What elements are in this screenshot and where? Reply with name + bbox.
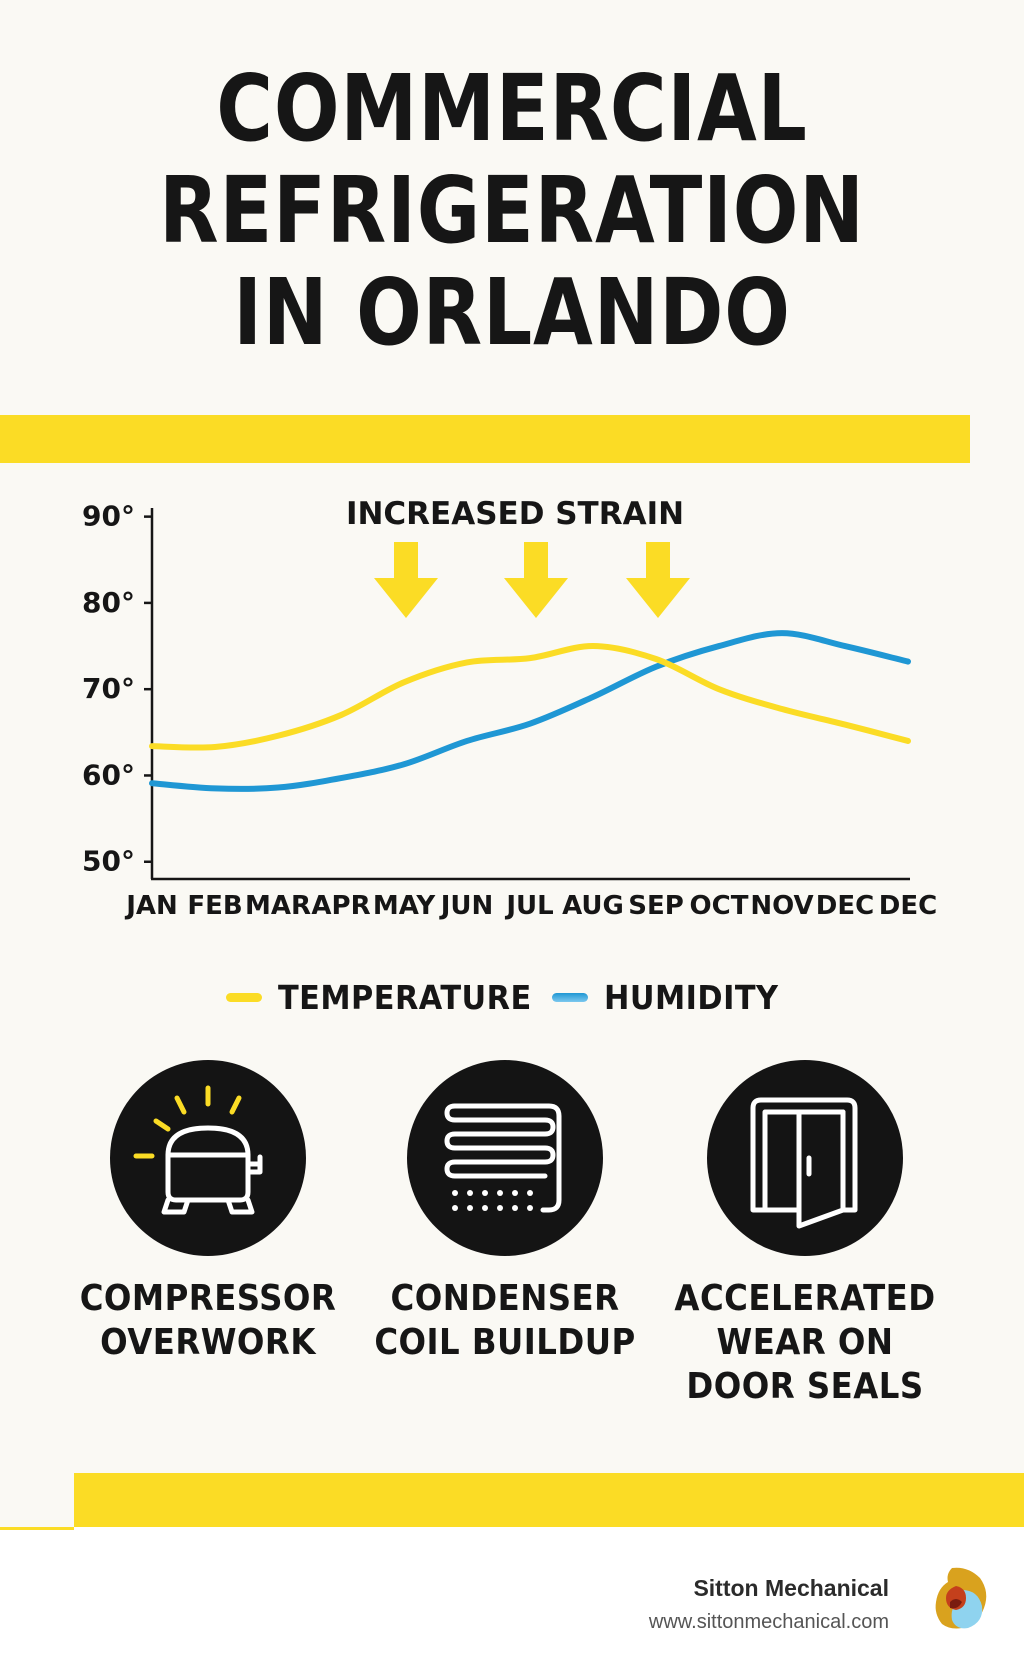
x-tick-label: DEC — [816, 891, 874, 921]
strain-arrow-icon — [374, 542, 438, 618]
caption-line: ACCELERATED — [674, 1278, 936, 1319]
caption-condenser-coil-buildup: CONDENSER COIL BUILDUP — [355, 1277, 655, 1365]
caption-line: WEAR ON — [716, 1322, 894, 1363]
caption-line: DOOR SEALS — [686, 1366, 924, 1407]
caption-door-seal-wear: ACCELERATED WEAR ON DOOR SEALS — [655, 1277, 955, 1409]
caption-line: COIL BUILDUP — [374, 1322, 636, 1363]
title-line-2: REFRIGERATION — [159, 157, 865, 264]
strain-arrow-icon — [626, 542, 690, 618]
title-line-1: COMMERCIAL — [216, 55, 808, 162]
x-tick-label: JAN — [124, 891, 178, 921]
chart-legend: TEMPERATURE HUMIDITY — [0, 972, 1024, 1022]
x-tick-label: OCT — [690, 891, 749, 921]
legend-label-temperature: TEMPERATURE — [278, 977, 532, 1017]
accent-band-bottom — [74, 1473, 1024, 1527]
x-tick-label: SEP — [628, 891, 684, 921]
x-tick-label: MAR — [245, 891, 311, 921]
x-tick-label: FEB — [187, 891, 242, 921]
x-tick-label: MAY — [373, 891, 437, 921]
condenser-coil-icon — [407, 1060, 603, 1256]
title-line-3: IN ORLANDO — [233, 259, 791, 366]
legend-label-humidity: HUMIDITY — [604, 977, 779, 1017]
page-title: COMMERCIAL REFRIGERATION IN ORLANDO — [82, 58, 942, 364]
brand-logo-icon — [935, 1567, 987, 1629]
caption-compressor-overwork: COMPRESSOR OVERWORK — [58, 1277, 358, 1365]
x-tick-label: AUG — [562, 891, 624, 921]
y-tick-label: 90° — [82, 500, 135, 533]
footer: Sitton Mechanical www.sittonmechanical.c… — [0, 1527, 1024, 1666]
y-tick-label: 50° — [82, 845, 135, 878]
footer-accent-line — [0, 1527, 74, 1530]
series-line-humidity — [149, 630, 911, 792]
y-tick-label: 80° — [82, 586, 135, 619]
x-tick-label: JUL — [504, 891, 553, 921]
y-tick-label: 70° — [82, 672, 135, 705]
legend-item-humidity: HUMIDITY — [552, 972, 794, 1022]
legend-swatch-humidity — [552, 992, 588, 1002]
legend-swatch-temperature — [226, 992, 262, 1002]
annotation-increased-strain: INCREASED STRAIN — [346, 500, 684, 532]
door-icon — [707, 1060, 903, 1256]
x-tick-label: APR — [311, 891, 370, 921]
brand-url[interactable]: www.sittonmechanical.com — [648, 1611, 889, 1633]
legend-item-temperature: TEMPERATURE — [226, 972, 554, 1022]
brand-name: Sitton Mechanical — [693, 1575, 889, 1601]
series-line-temperature — [149, 643, 911, 751]
caption-line: COMPRESSOR — [79, 1278, 337, 1319]
x-tick-label: JUN — [439, 891, 494, 921]
y-tick-label: 60° — [82, 758, 135, 791]
x-tick-label: DEC — [879, 891, 937, 921]
caption-line: CONDENSER — [390, 1278, 620, 1319]
accent-band-top — [0, 415, 970, 463]
climate-line-chart: 90° 80° 70° 60° 50° JAN FEB MAR APR MAY JUN JUL AUG S… — [82, 500, 937, 921]
caption-line: OVERWORK — [100, 1322, 316, 1363]
strain-arrow-icon — [504, 542, 568, 618]
compressor-icon — [110, 1060, 306, 1256]
x-tick-label: NOV — [750, 891, 813, 921]
